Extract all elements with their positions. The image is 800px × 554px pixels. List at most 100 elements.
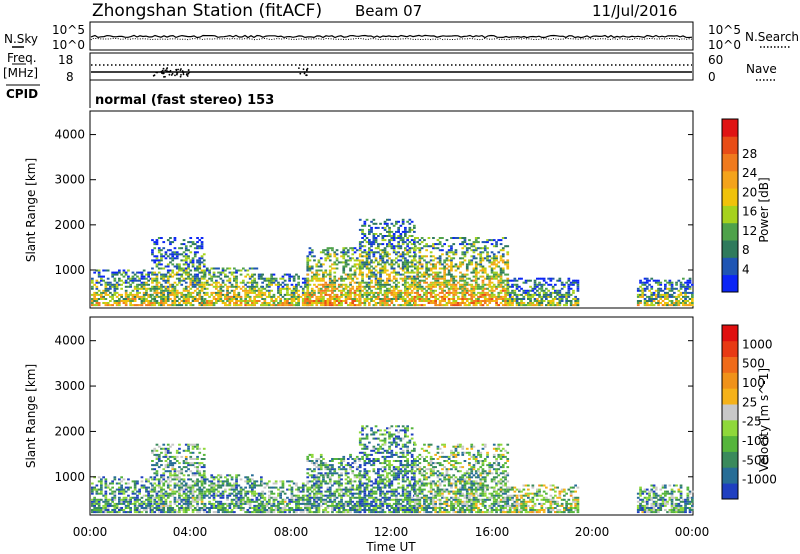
data-cell — [538, 304, 541, 307]
data-cell — [404, 277, 407, 280]
data-cell — [404, 283, 407, 286]
data-cell — [492, 271, 496, 274]
data-cell — [472, 271, 476, 274]
data-cell — [308, 492, 312, 495]
data-cell — [365, 295, 369, 298]
data-cell — [306, 509, 310, 511]
data-cell — [191, 509, 195, 511]
data-cell — [331, 504, 334, 507]
data-cell — [261, 298, 264, 300]
data-cell — [450, 302, 453, 304]
data-cell — [127, 500, 130, 503]
data-cell — [463, 251, 467, 254]
data-cell — [542, 279, 546, 282]
data-cell — [465, 277, 469, 280]
data-cell — [418, 263, 422, 266]
data-cell — [162, 273, 166, 276]
data-cell — [313, 470, 316, 473]
data-cell — [434, 263, 437, 266]
data-cell — [331, 279, 334, 282]
data-cell — [274, 498, 278, 501]
data-cell — [131, 279, 135, 282]
data-cell — [481, 279, 485, 282]
data-cell — [388, 257, 391, 260]
data-cell — [497, 273, 501, 276]
data-cell — [513, 293, 517, 296]
data-cell — [292, 275, 296, 278]
data-cell — [189, 451, 193, 454]
data-cell — [162, 488, 166, 491]
data-cell — [410, 281, 414, 284]
data-cell — [488, 275, 492, 278]
data-cell — [404, 257, 407, 260]
data-cell — [310, 476, 314, 479]
data-cell — [155, 300, 159, 302]
data-cell — [153, 279, 157, 282]
data-cell — [427, 245, 431, 248]
data-cell — [520, 300, 523, 302]
data-cell — [363, 304, 367, 307]
data-cell — [370, 241, 373, 244]
data-cell — [450, 237, 453, 239]
data-cell — [427, 302, 431, 304]
data-cell — [551, 277, 555, 280]
data-cell — [497, 275, 501, 278]
data-cell — [187, 293, 190, 296]
data-cell — [322, 295, 325, 298]
data-cell — [142, 302, 146, 304]
data-cell — [425, 267, 428, 270]
data-cell — [479, 263, 483, 266]
data-cell — [113, 302, 117, 304]
data-cell — [261, 291, 264, 294]
freq-point — [298, 67, 300, 69]
data-cell — [198, 462, 202, 465]
data-cell — [244, 480, 247, 483]
data-cell — [340, 291, 343, 294]
data-cell — [463, 255, 467, 258]
data-cell — [365, 289, 369, 292]
data-cell — [182, 239, 186, 242]
data-cell — [381, 304, 385, 307]
data-cell — [418, 304, 422, 307]
data-cell — [388, 283, 391, 286]
data-cell — [283, 492, 287, 495]
data-cell — [315, 492, 319, 495]
data-cell — [111, 293, 114, 296]
data-cell — [337, 277, 341, 280]
data-cell — [436, 275, 440, 278]
data-cell — [255, 480, 259, 483]
data-cell — [127, 295, 130, 298]
data-cell — [652, 300, 656, 302]
data-cell — [283, 300, 287, 302]
data-cell — [182, 502, 186, 505]
data-cell — [661, 300, 665, 302]
data-cell — [184, 289, 188, 292]
data-cell — [549, 277, 553, 280]
data-cell — [102, 500, 105, 503]
data-cell — [540, 287, 544, 290]
data-cell — [306, 504, 310, 507]
data-cell — [540, 302, 544, 304]
data-cell — [288, 279, 291, 282]
data-cell — [136, 271, 139, 274]
data-cell — [363, 220, 367, 223]
freq-label-line1: Freq. — [7, 51, 37, 65]
data-cell — [319, 300, 323, 302]
data-cell — [379, 233, 382, 235]
data-cell — [173, 295, 177, 298]
data-cell — [639, 300, 642, 302]
data-cell — [337, 289, 341, 292]
data-cell — [239, 269, 243, 272]
data-cell — [529, 279, 532, 282]
data-cell — [377, 263, 380, 266]
data-cell — [392, 259, 396, 262]
data-cell — [268, 302, 271, 304]
data-cell — [127, 293, 130, 296]
data-cell — [479, 259, 483, 262]
data-cell — [461, 289, 465, 292]
data-cell — [299, 295, 303, 298]
data-cell — [654, 298, 658, 300]
data-cell — [166, 507, 170, 509]
data-cell — [454, 283, 458, 286]
data-cell — [270, 298, 273, 300]
